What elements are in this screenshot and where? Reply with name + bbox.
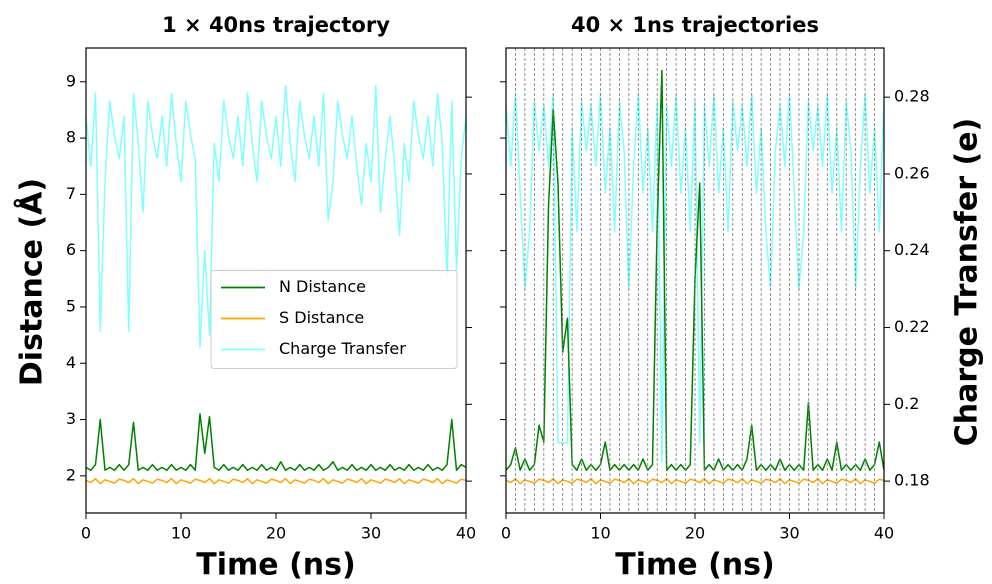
legend-label: S Distance	[279, 308, 364, 327]
panel-title: 40 × 1ns trajectories	[571, 13, 819, 37]
y-tick-label: 9	[66, 71, 76, 90]
y-tick-label: 2	[66, 465, 76, 484]
x-tick-label: 20	[685, 524, 705, 543]
legend-label: N Distance	[279, 277, 366, 296]
x-tick-label: 10	[590, 524, 610, 543]
y2-axis-label: Charge Transfer (e)	[950, 118, 985, 447]
y2-tick-label: 0.28	[894, 87, 930, 106]
plot-area	[86, 84, 466, 485]
y-tick-label: 3	[66, 409, 76, 428]
legend-label: Charge Transfer	[279, 339, 406, 358]
y-tick-label: 7	[66, 184, 76, 203]
x-tick-label: 30	[779, 524, 799, 543]
y-tick-label: 4	[66, 353, 76, 372]
x-axis-label: Time (ns)	[615, 548, 774, 583]
legend-box	[210, 270, 458, 369]
y-tick-label: 6	[66, 240, 76, 259]
y-axis-label: Distance (Å)	[13, 178, 50, 386]
x-axis-label: Time (ns)	[196, 548, 355, 583]
series-line	[86, 413, 466, 471]
x-tick-label: 40	[456, 524, 476, 543]
x-tick-label: 40	[874, 524, 894, 543]
y2-tick-label: 0.18	[894, 471, 930, 490]
y-tick-label: 5	[66, 296, 76, 315]
series-line	[86, 477, 466, 485]
x-tick-label: 0	[501, 524, 511, 543]
y-tick-label: 8	[66, 128, 76, 147]
y2-tick-label: 0.2	[894, 394, 919, 413]
y2-tick-label: 0.26	[894, 163, 930, 182]
plot-area	[506, 69, 884, 485]
x-tick-label: 10	[171, 524, 191, 543]
x-tick-label: 20	[266, 524, 286, 543]
series-line	[86, 84, 466, 348]
x-tick-label: 0	[81, 524, 91, 543]
panel-title: 1 × 40ns trajectory	[162, 13, 390, 37]
y2-tick-label: 0.22	[894, 317, 930, 336]
x-tick-label: 30	[361, 524, 381, 543]
y2-tick-label: 0.24	[894, 240, 930, 259]
